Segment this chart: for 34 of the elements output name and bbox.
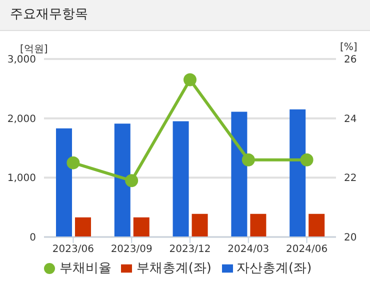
bar — [133, 217, 150, 237]
y2-tick-label: 24 — [344, 114, 357, 125]
y2-tick-label: 26 — [344, 54, 357, 66]
y-tick-label: 3,000 — [7, 54, 36, 66]
y-axis-title: [억원] — [20, 43, 48, 55]
y-tick-label: 0 — [30, 232, 36, 244]
point — [66, 156, 80, 170]
legend-label: 부채비율 — [59, 261, 112, 276]
bar — [231, 112, 248, 237]
x-tick-label: 2023/09 — [110, 244, 152, 256]
point — [242, 153, 255, 166]
x-tick-label: 2024/06 — [286, 244, 328, 256]
chart-title: 주요재무항목 — [0, 0, 370, 31]
y2-tick-label: 22 — [344, 173, 357, 184]
point — [125, 174, 138, 188]
legend-label: 자산총계(좌) — [236, 261, 312, 276]
y-tick-label: 2,000 — [7, 114, 36, 125]
bar — [75, 217, 91, 237]
x-tick-label: 2023/06 — [52, 244, 94, 256]
bar — [290, 109, 306, 237]
x-tick-label: 2023/12 — [169, 244, 211, 256]
legend-label: 부채총계(좌) — [136, 261, 212, 276]
y2-tick-label: 20 — [344, 232, 357, 244]
bar — [56, 128, 72, 237]
point — [300, 153, 314, 166]
point — [184, 73, 196, 86]
bar — [308, 214, 325, 237]
bar — [172, 121, 189, 237]
x-tick-label: 2024/03 — [228, 244, 270, 256]
y2-axis-title: [%] — [340, 42, 358, 53]
y-tick-label: 1,000 — [7, 173, 36, 184]
bar — [114, 124, 130, 237]
bar — [192, 214, 208, 237]
bar — [250, 214, 266, 237]
